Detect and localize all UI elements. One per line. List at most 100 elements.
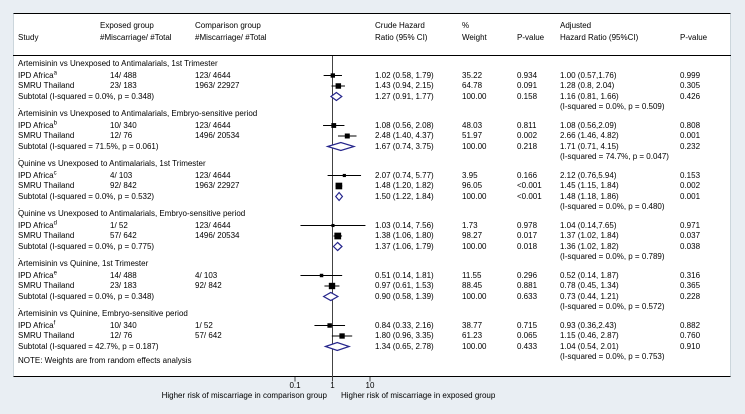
column-header-study: Study [18, 33, 39, 42]
comparison-count: 123/ 4644 [195, 170, 231, 180]
weight-value: 48.03 [462, 120, 483, 130]
section-heading: Artemisinin vs Unexposed to Antimalarial… [18, 59, 218, 68]
subtotal-weight: 100.00 [462, 241, 487, 251]
axis-tick-label: 0.1 [289, 381, 301, 390]
adjusted-p-value: 0.971 [680, 220, 701, 230]
weight-value: 51.97 [462, 131, 483, 140]
crude-p-value: 0.017 [517, 231, 538, 240]
crude-hr-value: 0.51 (0.14, 1.81) [375, 270, 434, 280]
plot-panel [13, 13, 731, 377]
subtotal-crude-hr: 1.50 (1.22, 1.84) [375, 191, 434, 201]
study-label: IPD Africae [18, 269, 57, 280]
crude-p-value: 0.002 [517, 131, 538, 140]
weight-value: 64.78 [462, 81, 483, 90]
adjusted-isquared-note: (I-squared = 74.7%, p = 0.047) [560, 152, 669, 161]
subtotal-adjusted-p-value: 0.910 [680, 341, 701, 351]
section-heading: Artemisinin vs Unexposed to Antimalarial… [18, 109, 258, 118]
subtotal-weight: 100.00 [462, 91, 487, 101]
comparison-count: 92/ 842 [195, 281, 222, 290]
subtotal-crude-hr: 1.37 (1.06, 1.79) [375, 241, 434, 251]
adjusted-isquared-note: (I-squared = 0.0%, p = 0.753) [560, 352, 665, 361]
subtotal-adjusted-hr: 1.04 (0.54, 2.01) [560, 341, 619, 351]
crude-hr-value: 1.03 (0.14, 7.56) [375, 220, 434, 230]
column-header-adjusted-sub: Hazard Ratio (95%CI) [560, 33, 639, 42]
crude-p-value: 0.091 [517, 81, 538, 90]
crude-p-value: 0.296 [517, 270, 538, 280]
adjusted-hr-value: 1.45 (1.15, 1.84) [560, 181, 619, 190]
section-heading: Quinine vs Unexposed to Antimalarials, E… [18, 209, 246, 218]
comparison-count: 1963/ 22927 [195, 81, 240, 90]
column-header-adjusted: Adjusted [560, 21, 592, 30]
exposed-count: 14/ 488 [110, 70, 137, 80]
crude-p-value: 0.715 [517, 320, 538, 330]
section-separator: . [18, 102, 21, 111]
subtotal-adjusted-p-value: 0.232 [680, 141, 701, 151]
column-header-pvalue-2: P-value [680, 33, 708, 42]
weight-value: 98.27 [462, 231, 483, 240]
column-header-exposed: Exposed group [100, 21, 154, 30]
adjusted-isquared-note: (I-squared = 0.0%, p = 0.789) [560, 252, 665, 261]
adjusted-p-value: 0.808 [680, 120, 701, 130]
adjusted-hr-value: 0.93 (0.36,2.43) [560, 320, 617, 330]
weight-value: 3.95 [462, 170, 478, 180]
adjusted-isquared-note: (I-squared = 0.0%, p = 0.509) [560, 102, 665, 111]
comparison-count: 1/ 52 [195, 320, 213, 330]
axis-tick-label: 10 [365, 381, 375, 390]
study-label: SMRU Thailand [18, 81, 75, 90]
subtotal-adjusted-hr: 1.16 (0.81, 1.66) [560, 91, 619, 101]
comparison-count: 4/ 103 [195, 270, 218, 280]
adjusted-p-value: 0.153 [680, 170, 701, 180]
subtotal-weight: 100.00 [462, 341, 487, 351]
weight-value: 61.23 [462, 331, 483, 340]
adjusted-hr-value: 0.78 (0.45, 1.34) [560, 281, 619, 290]
exposed-count: 14/ 488 [110, 270, 137, 280]
adjusted-hr-value: 1.04 (0.14,7.65) [560, 220, 617, 230]
section-heading: Artemisinin vs Quinine, 1st Trimester [18, 259, 149, 268]
weight-value: 38.77 [462, 320, 483, 330]
study-label: SMRU Thailand [18, 131, 75, 140]
crude-p-value: 0.065 [517, 331, 538, 340]
crude-hr-value: 1.80 (0.96, 3.35) [375, 331, 434, 340]
adjusted-hr-value: 2.12 (0.76,5.94) [560, 170, 617, 180]
subtotal-p-value: 0.218 [517, 141, 538, 151]
subtotal-label: Subtotal (I-squared = 0.0%, p = 0.348) [18, 291, 155, 301]
subtotal-crude-hr: 1.27 (0.91, 1.77) [375, 91, 434, 101]
comparison-count: 123/ 4644 [195, 70, 231, 80]
crude-hr-value: 1.43 (0.94, 2.15) [375, 81, 434, 90]
exposed-count: 23/ 183 [110, 281, 137, 290]
adjusted-hr-value: 1.15 (0.46, 2.87) [560, 331, 619, 340]
weight-value: 1.73 [462, 220, 478, 230]
column-header-crude-hr: Crude Hazard [375, 21, 425, 30]
subtotal-adjusted-p-value: 0.038 [680, 241, 701, 251]
section-separator: . [18, 152, 21, 161]
subtotal-weight: 100.00 [462, 141, 487, 151]
study-label: IPD Africad [18, 219, 57, 230]
crude-hr-value: 1.38 (1.06, 1.80) [375, 231, 434, 240]
column-header-comparison: Comparison group [195, 21, 261, 30]
exposed-count: 10/ 340 [110, 120, 137, 130]
study-label: SMRU Thailand [18, 331, 75, 340]
study-label: IPD Africac [18, 169, 57, 180]
subtotal-p-value: 0.018 [517, 241, 538, 251]
column-header-weight: Weight [462, 33, 487, 42]
adjusted-hr-value: 2.66 (1.46, 4.82) [560, 131, 619, 140]
adjusted-hr-value: 1.28 (0.8, 2.04) [560, 81, 615, 90]
subtotal-adjusted-hr: 1.71 (0.71, 4.15) [560, 141, 619, 151]
subtotal-weight: 100.00 [462, 291, 487, 301]
exposed-count: 92/ 842 [110, 181, 137, 190]
adjusted-p-value: 0.037 [680, 231, 701, 240]
exposed-count: 10/ 340 [110, 320, 137, 330]
section-heading: Artemisinin vs Quinine, Embryo-sensitive… [18, 309, 188, 318]
crude-p-value: <0.001 [517, 181, 542, 190]
subtotal-adjusted-p-value: 0.426 [680, 91, 701, 101]
adjusted-p-value: 0.999 [680, 70, 701, 80]
subtotal-crude-hr: 1.67 (0.74, 3.75) [375, 141, 434, 151]
adjusted-hr-value: 1.08 (0.56,2.09) [560, 120, 617, 130]
comparison-count: 123/ 4644 [195, 220, 231, 230]
column-header-exposed-sub: #Miscarriage/ #Total [100, 33, 172, 42]
subtotal-adjusted-p-value: 0.001 [680, 191, 701, 201]
subtotal-p-value: 0.158 [517, 91, 538, 101]
comparison-count: 1496/ 20534 [195, 131, 240, 140]
weight-value: 35.22 [462, 70, 483, 80]
weight-value: 11.55 [462, 270, 482, 280]
